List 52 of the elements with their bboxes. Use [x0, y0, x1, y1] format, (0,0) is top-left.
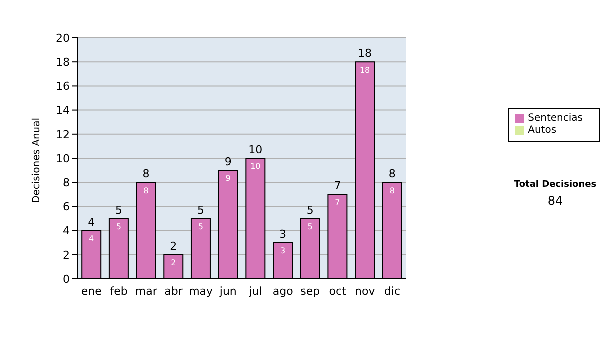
y-tick-label: 4: [63, 224, 70, 238]
x-tick-label: jun: [218, 284, 237, 298]
data-label: 5: [198, 222, 204, 232]
total-label: 4: [88, 216, 96, 229]
y-axis-title: Decisiones Anual: [32, 118, 43, 204]
data-label: 3: [280, 246, 286, 256]
y-tick-label: 10: [56, 152, 70, 166]
data-label: 8: [144, 186, 149, 196]
data-label: 8: [390, 186, 395, 196]
y-tick-label: 18: [56, 56, 70, 70]
x-tick-label: nov: [355, 284, 376, 298]
data-label: 5: [116, 222, 122, 232]
total-label: 8: [388, 168, 396, 181]
text: Total Decisiones: [513, 180, 598, 190]
y-tick-label: 16: [56, 80, 70, 94]
total-label: 5: [306, 204, 314, 217]
data-label: 10: [250, 162, 261, 172]
y-tick-label: 8: [63, 176, 70, 190]
total-label: 8: [142, 168, 150, 181]
data-label: 7: [335, 198, 340, 208]
total-label: 9: [224, 156, 232, 169]
total-label: 5: [197, 204, 204, 217]
legend-label: Sentencias: [528, 113, 583, 124]
x-tick-label: dic: [384, 284, 400, 298]
x-tick-label: feb: [110, 284, 128, 298]
x-tick-label: mar: [135, 284, 158, 298]
y-tick-label: 6: [63, 200, 70, 214]
y-tick-label: 20: [56, 32, 70, 45]
data-label: 5: [308, 222, 313, 232]
y-tick-label: 2: [63, 248, 70, 262]
y-tick-label: 14: [56, 104, 70, 118]
total-label: 3: [280, 228, 287, 241]
text: 84: [546, 194, 564, 208]
x-tick-label: oct: [329, 284, 347, 298]
x-tick-label: jul: [248, 284, 262, 298]
y-tick-label: 12: [56, 128, 70, 142]
y-tick-label: 0: [63, 272, 70, 286]
x-tick-label: ago: [272, 284, 294, 298]
total-label: 10: [248, 144, 263, 156]
x-tick-label: may: [189, 284, 214, 298]
total-label: 5: [115, 204, 122, 217]
legend-label: Autos: [528, 125, 557, 136]
data-label: 9: [226, 174, 231, 184]
total-label: 18: [358, 47, 372, 60]
x-tick-label: sep: [300, 284, 320, 298]
x-tick-label: abr: [164, 284, 184, 298]
data-label: 2: [171, 258, 176, 268]
data-label: 4: [89, 234, 94, 244]
total-label: 7: [334, 180, 342, 193]
data-label: 18: [360, 66, 370, 75]
total-label: 2: [170, 240, 178, 253]
x-tick-label: ene: [81, 284, 102, 298]
